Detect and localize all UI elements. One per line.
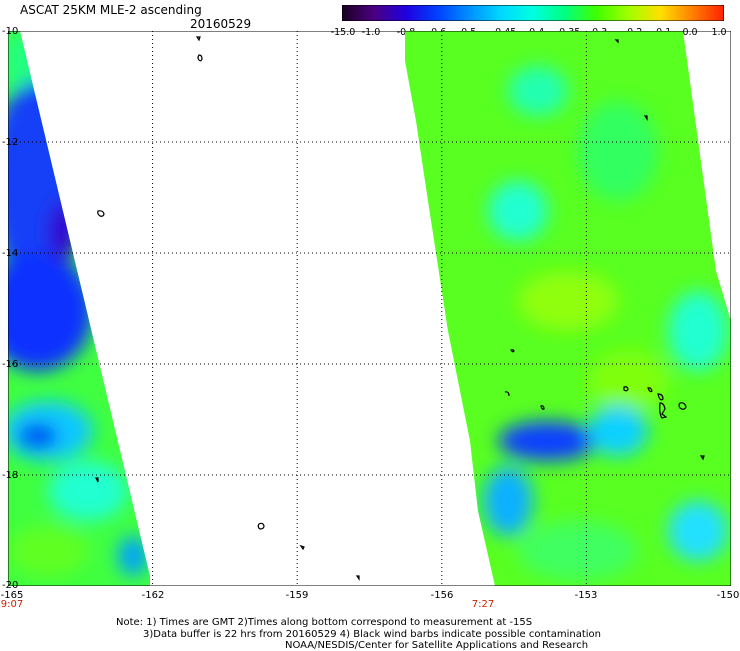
lon-label: -150 <box>716 590 740 601</box>
colorbar-label: -1.0 <box>361 27 381 38</box>
lat-lon-grid <box>8 31 731 586</box>
east-swath <box>405 31 731 586</box>
colorbar-label: -15.0 <box>330 27 356 38</box>
colorbar <box>342 5 724 21</box>
colorbar-label: 1.0 <box>711 27 727 38</box>
lat-label: -16 <box>2 359 19 370</box>
image-title: ASCAT 25KM MLE-2 ascending <box>20 3 202 17</box>
island-outlines <box>95 36 705 581</box>
note-line-1: Note: 1) Times are GMT 2)Times along bot… <box>116 617 533 628</box>
swath-time-east: 7:27 <box>471 599 495 610</box>
note-line-3: NOAA/NESDIS/Center for Satellite Applica… <box>285 640 589 651</box>
lat-label: -10 <box>2 26 19 37</box>
note-line-2: 3)Data buffer is 22 hrs from 20160529 4)… <box>143 629 601 640</box>
lat-label: -14 <box>2 248 19 259</box>
lon-label: -156 <box>430 590 454 601</box>
colorbar-label: 0.0 <box>682 27 698 38</box>
west-swath <box>8 31 150 586</box>
lon-label: -159 <box>285 590 309 601</box>
image-date: 20160529 <box>190 17 252 31</box>
lon-label: -153 <box>574 590 598 601</box>
lon-label: -165 <box>0 590 24 601</box>
swath-time-west: 9:07 <box>0 599 24 610</box>
lat-label: -20 <box>2 580 19 591</box>
lat-label: -12 <box>2 137 19 148</box>
lat-label: -18 <box>2 470 19 481</box>
map-plot <box>8 31 731 586</box>
lon-label: -162 <box>141 590 165 601</box>
